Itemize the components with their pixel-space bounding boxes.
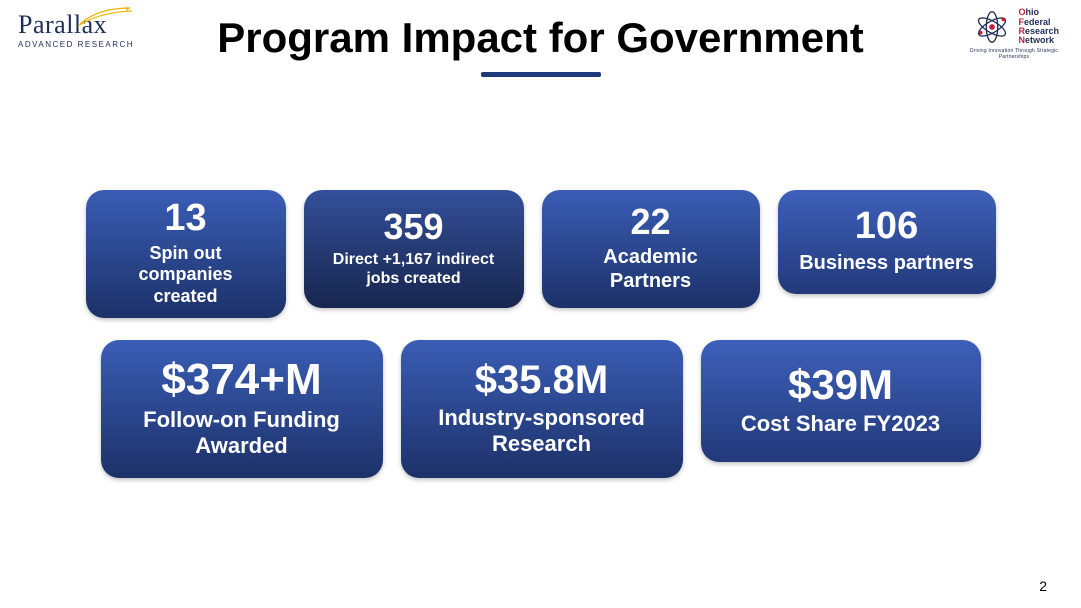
stat-card: 22 AcademicPartners xyxy=(542,190,760,308)
stat-value: 359 xyxy=(383,208,443,246)
stat-value: $35.8M xyxy=(475,359,608,401)
page-title: Program Impact for Government xyxy=(0,14,1081,62)
stats-row-2: $374+MFollow-on FundingAwarded$35.8MIndu… xyxy=(0,340,1081,478)
stat-label: Industry-sponsoredResearch xyxy=(438,405,645,458)
stats-row-1: 13Spin outcompaniescreated 359 Direct +1,1… xyxy=(0,190,1081,318)
stat-card: $39M Cost Share FY2023 xyxy=(701,340,981,462)
stat-card: 13Spin outcompaniescreated xyxy=(86,190,286,318)
stat-label: Cost Share FY2023 xyxy=(741,411,940,437)
stat-card: $35.8MIndustry-sponsoredResearch xyxy=(401,340,683,478)
stat-label: Spin outcompaniescreated xyxy=(138,243,232,308)
stat-card: 106 Business partners xyxy=(778,190,996,294)
stat-label: Business partners xyxy=(799,251,974,275)
stat-card: $374+MFollow-on FundingAwarded xyxy=(101,340,383,478)
stat-value: 13 xyxy=(164,199,206,239)
stat-label: AcademicPartners xyxy=(603,245,698,293)
stat-value: 106 xyxy=(855,207,918,247)
slide: Parallax ADVANCED RESEARCH Ohio Federal … xyxy=(0,0,1081,608)
stat-label: Direct +1,167 indirectjobs created xyxy=(333,250,494,288)
stat-value: 22 xyxy=(630,203,670,241)
title-block: Program Impact for Government xyxy=(0,14,1081,77)
title-underline xyxy=(481,72,601,77)
page-number: 2 xyxy=(1039,578,1047,594)
stat-value: $39M xyxy=(788,363,893,407)
stat-card: 359 Direct +1,167 indirectjobs created xyxy=(304,190,524,308)
stat-value: $374+M xyxy=(161,357,321,403)
stat-label: Follow-on FundingAwarded xyxy=(143,407,340,460)
